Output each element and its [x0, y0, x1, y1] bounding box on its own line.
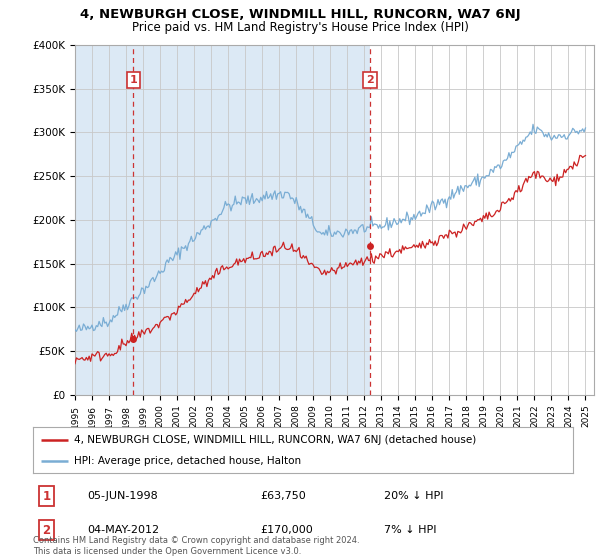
Text: 05-JUN-1998: 05-JUN-1998	[87, 491, 158, 501]
Text: Contains HM Land Registry data © Crown copyright and database right 2024.
This d: Contains HM Land Registry data © Crown c…	[33, 536, 359, 556]
Text: 1: 1	[130, 75, 137, 85]
Text: 2: 2	[43, 524, 50, 536]
Text: Price paid vs. HM Land Registry's House Price Index (HPI): Price paid vs. HM Land Registry's House …	[131, 21, 469, 34]
Text: £170,000: £170,000	[260, 525, 313, 535]
Bar	[75, 45, 370, 395]
Text: £63,750: £63,750	[260, 491, 305, 501]
Text: 1: 1	[43, 489, 50, 503]
Text: 2: 2	[366, 75, 374, 85]
Text: 7% ↓ HPI: 7% ↓ HPI	[384, 525, 437, 535]
Text: 04-MAY-2012: 04-MAY-2012	[87, 525, 159, 535]
Text: HPI: Average price, detached house, Halton: HPI: Average price, detached house, Halt…	[74, 456, 301, 466]
Text: 4, NEWBURGH CLOSE, WINDMILL HILL, RUNCORN, WA7 6NJ (detached house): 4, NEWBURGH CLOSE, WINDMILL HILL, RUNCOR…	[74, 435, 476, 445]
Text: 4, NEWBURGH CLOSE, WINDMILL HILL, RUNCORN, WA7 6NJ: 4, NEWBURGH CLOSE, WINDMILL HILL, RUNCOR…	[80, 8, 520, 21]
Text: 20% ↓ HPI: 20% ↓ HPI	[384, 491, 443, 501]
